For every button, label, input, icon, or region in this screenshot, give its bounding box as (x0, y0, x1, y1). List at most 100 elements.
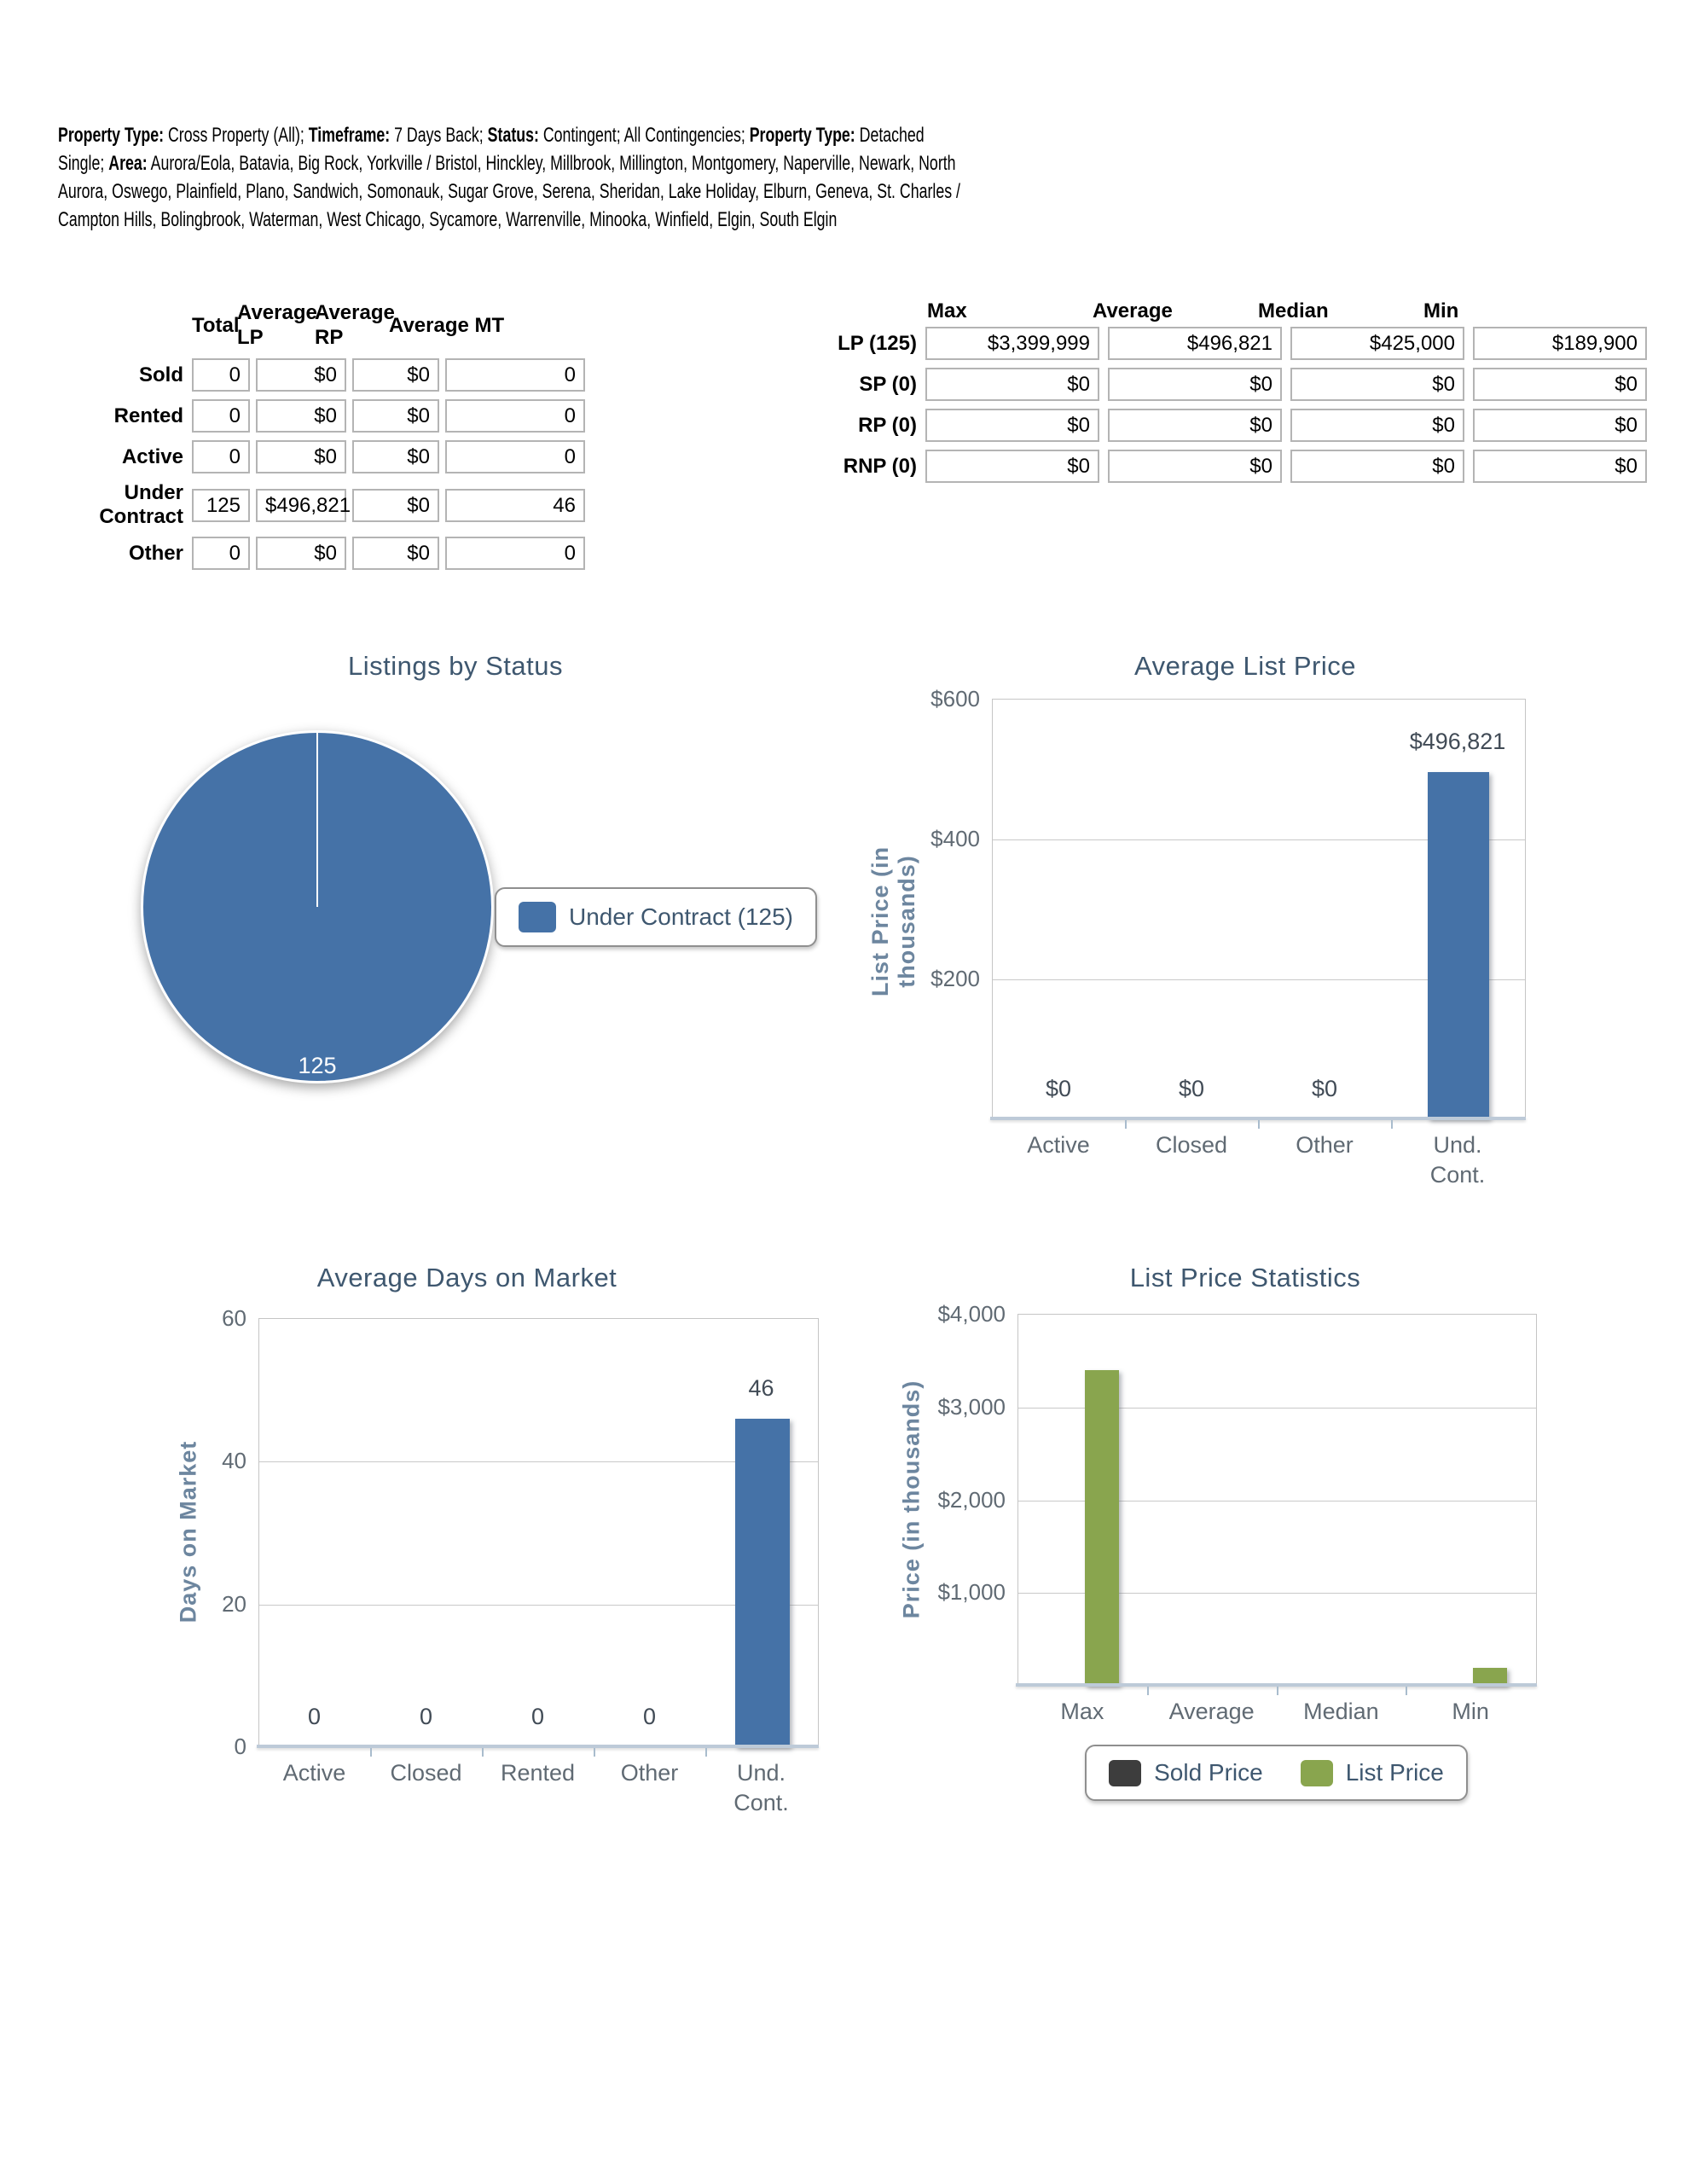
legend-swatch-icon (519, 902, 556, 932)
table-column-header: Min (1423, 299, 1459, 322)
criteria-field-label: Property Type: (749, 124, 855, 147)
legend-label: Sold Price (1154, 1759, 1263, 1786)
table-row: LP (125) $3,399,999 $496,821 $425,000 $189,9… (815, 327, 1655, 360)
x-tick-mark (1406, 1687, 1408, 1695)
x-tick-mark (594, 1748, 595, 1757)
table-cell-value: 0 (192, 399, 250, 433)
table-cell-value: $0 (256, 399, 346, 433)
legend-label: List Price (1345, 1759, 1444, 1786)
gridline (1018, 1500, 1536, 1502)
y-tick-label: 0 (234, 1734, 246, 1759)
table-row-label: Sold (139, 363, 183, 386)
criteria-field-label: Timeframe: (308, 124, 391, 147)
criteria-field-value: Detached (855, 124, 925, 147)
chart-listings-by-status: Listings by Status 125 Under Contract (12… (58, 636, 853, 1182)
status-summary-table: Total Average LP Average RP Average MT Sold 0… (60, 300, 591, 578)
chart-title: Average List Price (1134, 651, 1356, 681)
category-label: Closed (390, 1760, 462, 1786)
table-cell-value: 0 (445, 537, 585, 570)
table-row: Rented 0 $0 $0 0 (60, 399, 591, 433)
x-tick-mark (705, 1748, 707, 1757)
table-cell-value: $0 (352, 537, 439, 570)
table-row: Active 0 $0 $0 0 (60, 440, 591, 473)
chart-title: List Price Statistics (1129, 1263, 1361, 1292)
category-label: Other (620, 1760, 679, 1786)
x-tick-mark (1258, 1120, 1260, 1129)
y-tick-label: $3,000 (937, 1393, 1006, 1420)
table-cell-value: $0 (1108, 450, 1282, 483)
bar-list-price (1473, 1668, 1508, 1686)
plot-area (992, 699, 1526, 1120)
category-label: Active (1027, 1132, 1090, 1158)
category-label: Max (1060, 1699, 1104, 1724)
table-cell-value: $0 (1290, 409, 1464, 442)
legend-item-sold-price[interactable]: Sold Price (1109, 1759, 1263, 1786)
pie-data-label: 125 (298, 1053, 337, 1078)
table-cell-value: 0 (445, 440, 585, 473)
table-row-label: Other (128, 541, 183, 565)
table-column-header: Average (1093, 299, 1173, 322)
data-label: $496,821 (1409, 728, 1506, 754)
data-label: $0 (1045, 1076, 1072, 1101)
table-header-row: Max Average Median Min (815, 299, 1655, 323)
table-column-header: Total (192, 313, 240, 337)
legend-item-under-contract-125-[interactable]: Under Contract (125) (519, 902, 793, 932)
category-label: Und. Cont. (1429, 1132, 1486, 1188)
gridline (259, 1461, 818, 1463)
table-row-label: RP (0) (858, 413, 917, 437)
y-tick-label: 40 (222, 1448, 246, 1474)
table-cell-value: $3,399,999 (925, 327, 1099, 360)
x-tick-mark (482, 1748, 484, 1757)
chart-title: Listings by Status (348, 651, 563, 681)
criteria-field-value: Aurora, Oswego, Plainfield, Plano, Sandw… (58, 180, 960, 203)
category-label: Active (282, 1760, 346, 1786)
table-row-label: Rented (113, 404, 183, 427)
table-row-label: RNP (0) (843, 454, 917, 478)
table-row-label: SP (0) (859, 372, 917, 396)
table-row: SP (0) $0 $0 $0 $0 (815, 368, 1655, 401)
table-cell-value: 0 (192, 358, 250, 392)
y-axis-title: Days on Market (175, 1440, 201, 1623)
table-cell-value: $0 (1108, 368, 1282, 401)
table-cell-value: 0 (445, 358, 585, 392)
category-label: Rented (500, 1760, 576, 1786)
table-cell-value: $0 (352, 399, 439, 433)
table-cell-value: $0 (925, 368, 1099, 401)
table-cell-value: $0 (1473, 450, 1647, 483)
chart-title: Average Days on Market (316, 1263, 617, 1292)
table-cell-value: $0 (256, 358, 346, 392)
table-cell-value: $0 (256, 440, 346, 473)
y-tick-label: $600 (930, 686, 980, 712)
table-row: Sold 0 $0 $0 0 (60, 358, 591, 392)
criteria-field-value: Contingent; All Contingencies; (538, 124, 750, 147)
legend: Under Contract (125) (495, 887, 818, 947)
plot-area (258, 1318, 819, 1748)
data-label: 0 (419, 1704, 433, 1729)
criteria-field-value: Single; (58, 152, 109, 175)
chart-list-price-statistics: List Price Statistics Price (in thousand… (853, 1228, 1638, 1877)
criteria-line: Campton Hills, Bolingbrook, Waterman, We… (58, 206, 979, 234)
category-label: Closed (1155, 1132, 1228, 1158)
category-label: Median (1303, 1699, 1379, 1724)
x-axis-line (990, 1117, 1526, 1120)
table-cell-value: $0 (352, 440, 439, 473)
legend-label: Under Contract (125) (569, 903, 794, 930)
criteria-field-label: Area: (108, 152, 148, 175)
x-tick-mark (1276, 1687, 1278, 1695)
table-cell-value: $0 (1473, 409, 1647, 442)
y-tick-label: $400 (930, 826, 980, 851)
table-cell-value: $189,900 (1473, 327, 1647, 360)
bar-list-price (1084, 1370, 1119, 1686)
y-tick-label: 20 (222, 1590, 246, 1617)
y-tick-label: 60 (222, 1305, 246, 1331)
table-row: RP (0) $0 $0 $0 $0 (815, 409, 1655, 442)
x-tick-mark (1125, 1120, 1127, 1129)
table-column-header: Average LP (237, 301, 317, 349)
legend-item-list-price[interactable]: List Price (1300, 1759, 1444, 1786)
category-label: Average (1168, 1699, 1255, 1724)
table-row: Under Contract 125 $496,821 $0 46 (60, 481, 591, 529)
table-cell-value: $0 (925, 450, 1099, 483)
data-label: 0 (307, 1704, 322, 1729)
category-label: Other (1296, 1132, 1354, 1158)
data-label: 0 (530, 1704, 545, 1729)
